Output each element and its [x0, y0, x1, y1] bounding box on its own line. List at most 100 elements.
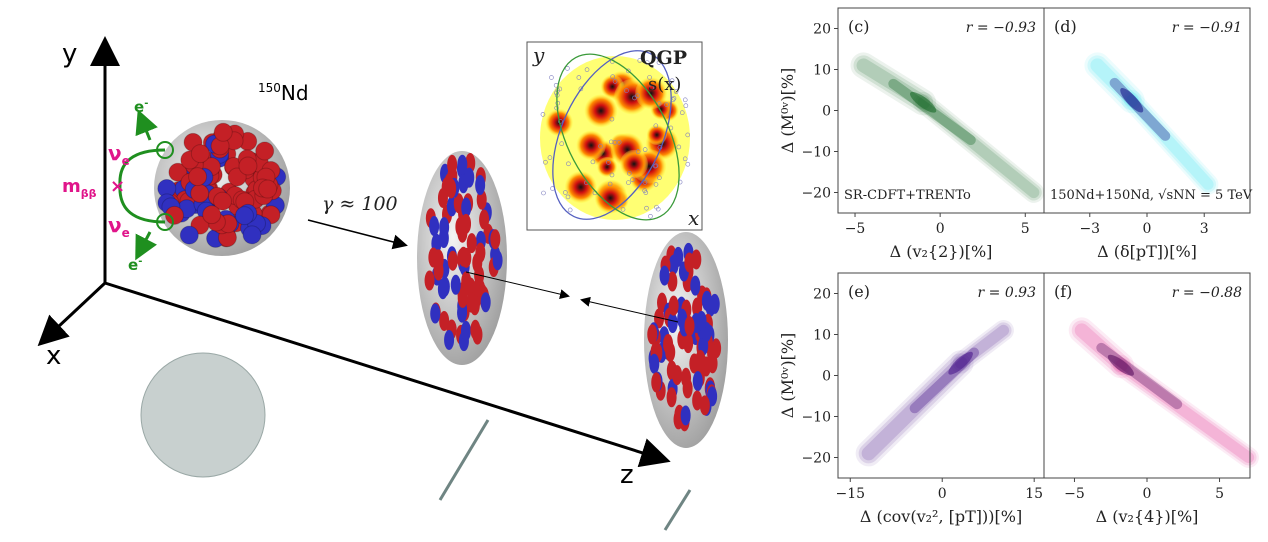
qgp-inset: y x QGP s(x): [526, 41, 703, 231]
nucleon: [430, 303, 441, 324]
inset-title: QGP: [640, 47, 687, 69]
nucleon: [475, 175, 486, 196]
nucleon: [701, 290, 712, 311]
inset-x-label: x: [688, 206, 699, 230]
nucleon: [461, 213, 472, 234]
density-peak: [948, 351, 973, 375]
mass-label: mββ: [62, 176, 97, 200]
nucleon: [437, 279, 448, 300]
nucleon: [164, 205, 184, 225]
participant: [685, 161, 691, 167]
nucleon: [647, 324, 658, 345]
nucleon: [437, 187, 448, 208]
density-band: [1123, 92, 1217, 193]
nucleon: [188, 167, 208, 187]
participant: [609, 172, 615, 178]
nucleon: [707, 353, 718, 374]
neutrino-bottom-label: νe: [108, 213, 130, 240]
participant: [578, 86, 584, 92]
participant: [576, 75, 582, 80]
nucleon: [696, 310, 707, 331]
nucleon: [213, 191, 233, 211]
participant: [565, 194, 571, 200]
electron-top-label: e-: [134, 98, 148, 116]
z-axis-label: z: [620, 460, 634, 490]
nucleon: [680, 405, 691, 426]
participant: [664, 102, 669, 107]
participant: [673, 89, 679, 94]
nucleon: [255, 141, 275, 161]
participant: [642, 188, 647, 193]
nucleon: [466, 233, 477, 254]
nucleon: [450, 274, 461, 295]
nucleon: [465, 153, 476, 174]
nucleon: [649, 353, 660, 374]
y-tick-label: 10: [813, 63, 831, 79]
density-peak: [1107, 354, 1134, 376]
nucleon: [213, 122, 233, 142]
correlation-annotation: r = 0.93: [978, 285, 1037, 301]
nucleon: [667, 271, 678, 292]
density-peak: [1120, 88, 1144, 113]
chart-panel-e: −15 0 15 20 10 0 −10 −20 Δ (cov(v₂², [pT]))[%] Δ …: [778, 272, 1045, 526]
y-tick-label: 0: [822, 104, 831, 120]
density-band: [1121, 89, 1219, 195]
nucleon: [168, 162, 188, 182]
participant: [566, 161, 571, 167]
nucleon: [681, 367, 692, 388]
nucleon: [666, 387, 677, 408]
participant: [653, 182, 659, 187]
x-axis-label: Δ (δ[pT])[%]: [1097, 242, 1197, 261]
nucleon: [461, 197, 472, 218]
x-axis-label: Δ (v₂{2})[%]: [890, 242, 993, 261]
panel-label: (c): [848, 17, 869, 36]
nucleus-label: 150Nd: [258, 81, 309, 105]
x-axis: [37, 281, 107, 347]
participant: [540, 112, 546, 117]
participant: [677, 179, 683, 185]
nucleon: [668, 254, 679, 275]
density-peak: [909, 91, 937, 113]
nucleon: [439, 310, 450, 331]
projection-line: [663, 489, 692, 531]
participant: [624, 88, 629, 93]
density-band: [917, 96, 1040, 199]
x-tick-label: −5: [1064, 486, 1085, 502]
nucleon: [238, 156, 258, 176]
nucleon: [475, 242, 486, 263]
participant: [543, 159, 548, 165]
nucleon: [444, 329, 455, 350]
nucleon: [654, 308, 665, 329]
nucleon: [460, 320, 471, 341]
chart-panel-f: −5 0 5 Δ (v₂{4})[%] (f) r = −0.88: [1043, 272, 1259, 526]
density-band: [1112, 357, 1257, 466]
nucleon: [659, 265, 670, 286]
participant: [606, 160, 611, 165]
nucleon: [457, 154, 468, 175]
chart-panel-c: −5 0 5 20 10 0 −10 −20 Δ (v₂{2})[%] Δ (M⁰ᵛ)[%] (c)…: [778, 7, 1045, 261]
participant: [549, 75, 554, 80]
nucleon: [672, 365, 683, 386]
nucleon: [684, 315, 695, 336]
hotspot: [564, 171, 597, 204]
x-tick-label: −15: [835, 486, 865, 502]
participant: [612, 140, 618, 145]
nucleon: [684, 252, 695, 273]
nucleon: [424, 270, 435, 291]
y-tick-label: 20: [813, 287, 831, 303]
density-band: [1126, 94, 1214, 190]
x-tick-label: 0: [938, 486, 947, 502]
participant: [565, 66, 570, 71]
nucleon: [461, 271, 472, 292]
panel-note: 150Nd+150Nd, √sNN = 5 TeV: [1050, 188, 1253, 203]
nucleon: [480, 292, 491, 313]
participant: [632, 95, 637, 101]
nucleus-150nd: [154, 120, 290, 256]
hotspot: [597, 156, 618, 178]
nucleon: [490, 229, 501, 250]
nucleon: [695, 349, 706, 370]
participant: [635, 93, 640, 99]
participant: [649, 85, 654, 90]
participant: [630, 177, 635, 183]
